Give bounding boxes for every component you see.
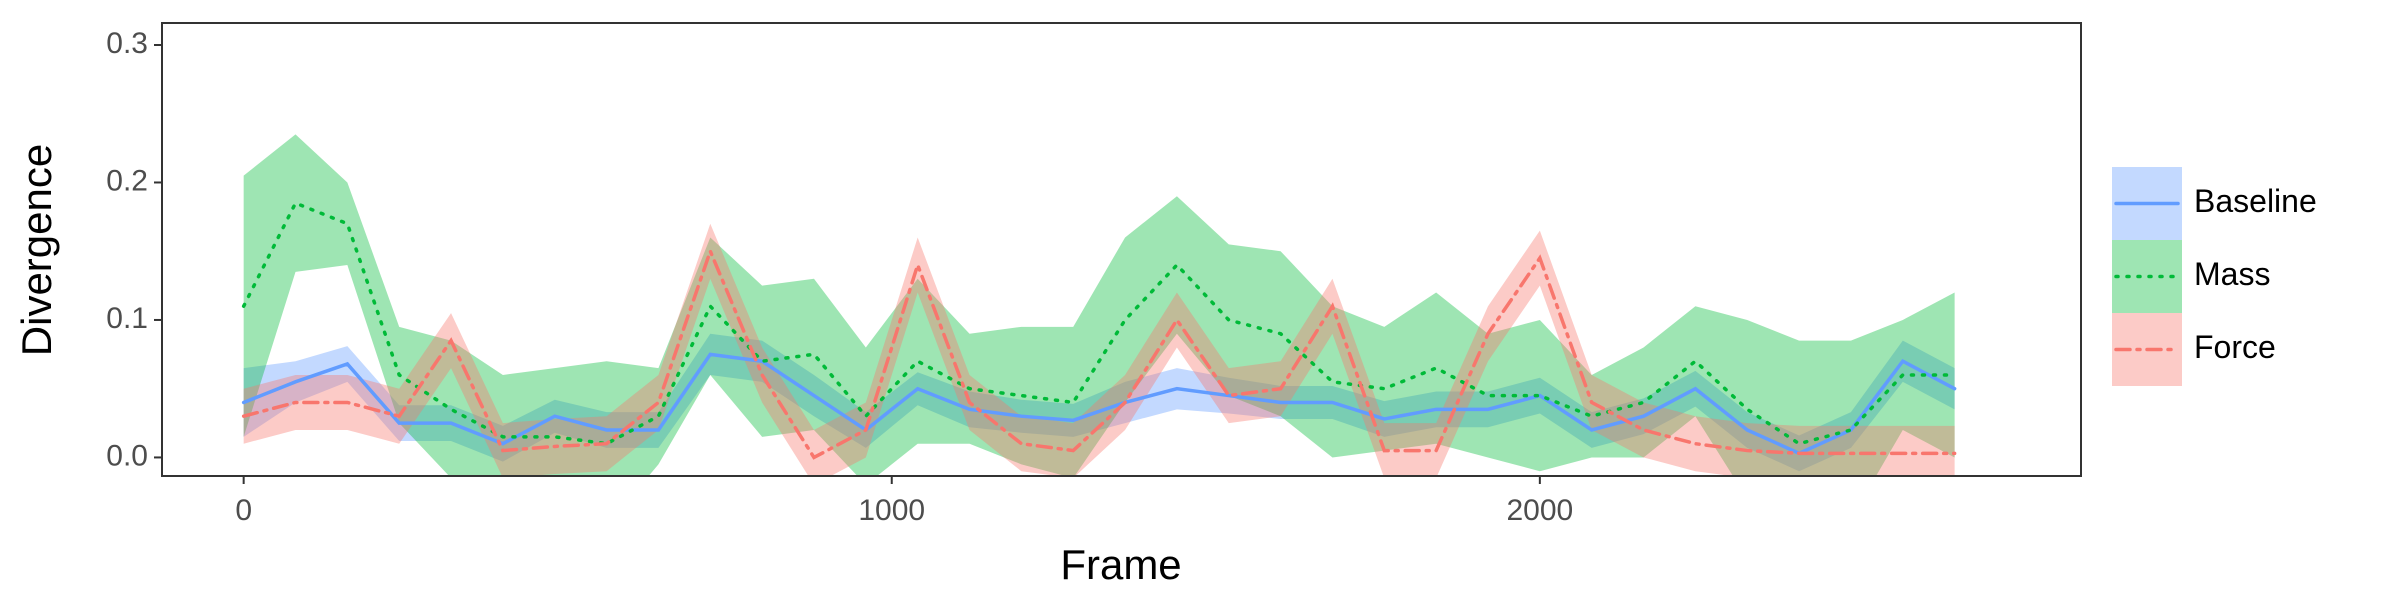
plot-background xyxy=(162,23,2081,476)
x-tick-label: 0 xyxy=(235,494,252,527)
y-tick-label: 0.2 xyxy=(106,164,148,197)
y-tick-label: 0.1 xyxy=(106,302,148,335)
y-tick-label: 0.3 xyxy=(106,27,148,60)
confidence-band xyxy=(243,134,1955,476)
plot-border xyxy=(161,22,2082,477)
series-line xyxy=(241,352,1957,456)
legend-label: Baseline xyxy=(2194,183,2317,219)
plot-area xyxy=(241,134,1957,476)
x-tick-label: 2000 xyxy=(1506,494,1573,527)
series-line xyxy=(241,246,1957,460)
y-axis-title: Divergence xyxy=(13,144,60,356)
x-tick-label: 1000 xyxy=(858,494,925,527)
confidence-band xyxy=(243,223,1955,476)
series-line xyxy=(241,200,1957,446)
legend-label: Force xyxy=(2194,329,2276,365)
y-tick-label: 0.0 xyxy=(106,439,148,472)
x-axis-title: Frame xyxy=(1060,541,1181,588)
confidence-band xyxy=(243,333,1955,472)
legend-label: Mass xyxy=(2194,256,2270,292)
